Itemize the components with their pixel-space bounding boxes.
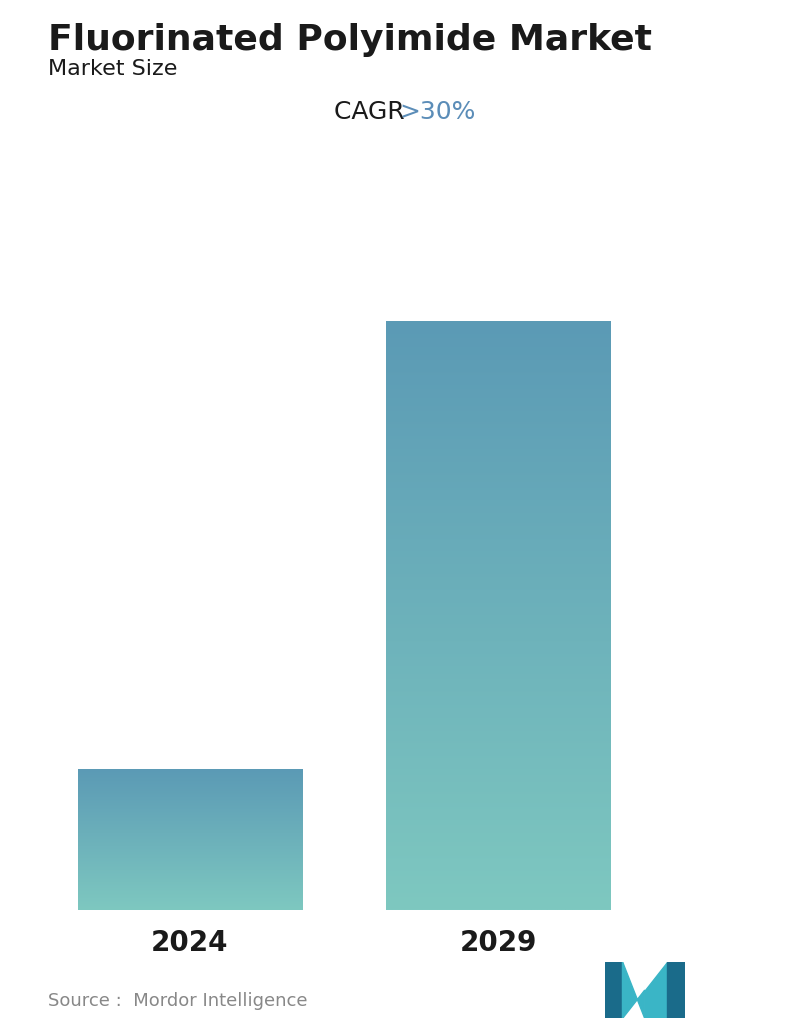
Polygon shape bbox=[645, 962, 667, 1018]
Text: Market Size: Market Size bbox=[48, 59, 178, 79]
Polygon shape bbox=[667, 962, 685, 1018]
Text: >30%: >30% bbox=[400, 100, 476, 124]
Text: CAGR: CAGR bbox=[334, 100, 413, 124]
Polygon shape bbox=[622, 962, 645, 1018]
Text: Fluorinated Polyimide Market: Fluorinated Polyimide Market bbox=[48, 23, 652, 57]
Polygon shape bbox=[605, 962, 622, 1018]
Text: Source :  Mordor Intelligence: Source : Mordor Intelligence bbox=[48, 992, 307, 1010]
